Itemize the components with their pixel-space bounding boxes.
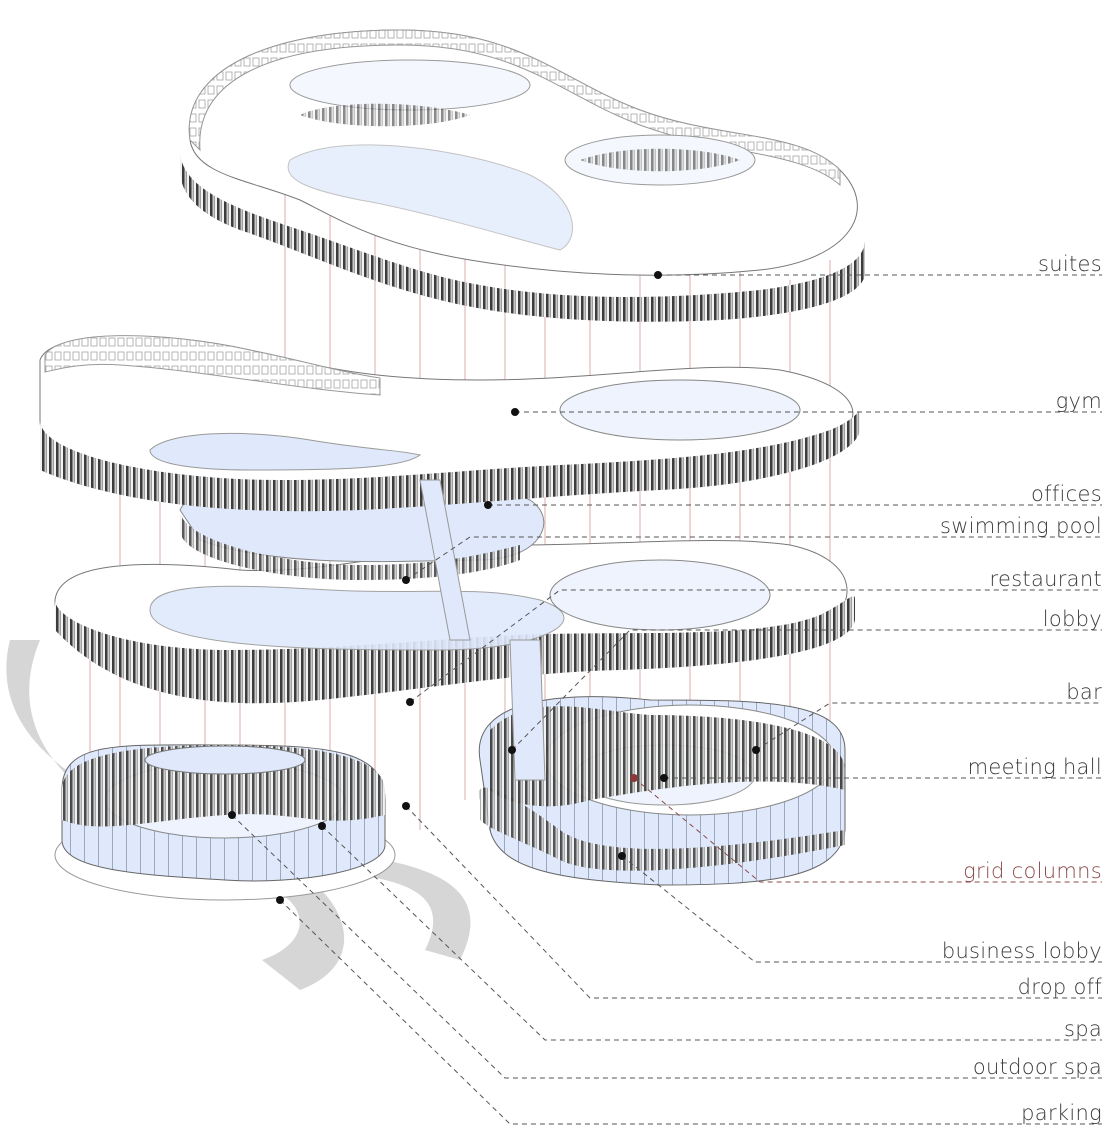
label-outdoor-spa: outdoor spa xyxy=(973,1055,1102,1079)
label-spa: spa xyxy=(1064,1017,1102,1041)
label-meeting-hall: meeting hall xyxy=(968,755,1102,779)
central-core xyxy=(419,479,546,781)
label-suites: suites xyxy=(1038,252,1102,276)
gym-slab xyxy=(39,335,860,512)
label-grid-columns: grid columns xyxy=(963,859,1102,883)
labels: suites gym offices swimming pool restaur… xyxy=(940,252,1102,1125)
label-business-lobby: business lobby xyxy=(942,939,1102,963)
label-drop-off: drop off xyxy=(1018,975,1103,999)
spa-podium xyxy=(54,744,396,901)
leader-lines xyxy=(231,274,1102,1125)
label-offices: offices xyxy=(1031,482,1102,506)
label-restaurant: restaurant xyxy=(990,567,1103,591)
marker-dots xyxy=(228,271,760,904)
meeting-hall-block xyxy=(478,696,846,886)
label-parking: parking xyxy=(1021,1101,1102,1125)
suites-slab xyxy=(180,29,865,322)
label-gym: gym xyxy=(1056,389,1102,413)
label-swimming-pool: swimming pool xyxy=(940,514,1102,538)
label-lobby: lobby xyxy=(1043,607,1102,631)
label-bar: bar xyxy=(1066,680,1102,704)
